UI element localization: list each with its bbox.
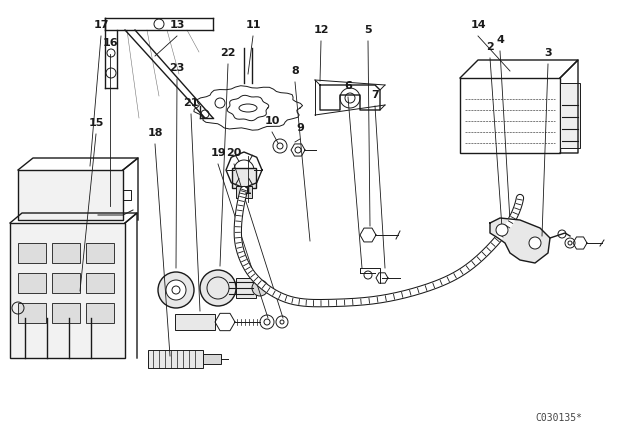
Bar: [236, 278, 256, 298]
Text: 18: 18: [147, 128, 163, 138]
Bar: [560, 83, 580, 148]
Text: 8: 8: [291, 66, 299, 76]
Bar: [203, 354, 221, 364]
Text: 12: 12: [313, 25, 329, 35]
Text: 7: 7: [371, 90, 379, 100]
Text: C030135*: C030135*: [536, 414, 582, 423]
Text: 9: 9: [296, 123, 304, 133]
Circle shape: [158, 272, 194, 308]
Bar: [18, 170, 123, 220]
Bar: [86, 243, 114, 263]
Text: 1: 1: [244, 186, 252, 196]
Bar: [18, 243, 46, 263]
Bar: [175, 314, 215, 330]
Bar: [148, 350, 203, 368]
Bar: [52, 273, 80, 293]
Bar: [10, 223, 125, 358]
Text: 3: 3: [544, 48, 552, 58]
Circle shape: [529, 237, 541, 249]
Bar: [236, 186, 252, 198]
Circle shape: [496, 224, 508, 236]
Text: 16: 16: [102, 38, 118, 48]
Text: 2: 2: [486, 42, 494, 52]
Bar: [18, 273, 46, 293]
Text: 6: 6: [344, 81, 352, 91]
Circle shape: [200, 270, 236, 306]
Text: 23: 23: [170, 63, 185, 73]
Bar: [18, 303, 46, 323]
Bar: [460, 78, 560, 153]
Text: 14: 14: [470, 20, 486, 30]
Text: 10: 10: [264, 116, 280, 126]
Bar: [232, 168, 256, 188]
Bar: [52, 303, 80, 323]
Text: 21: 21: [183, 98, 199, 108]
Bar: [86, 273, 114, 293]
Polygon shape: [490, 218, 550, 263]
Bar: [52, 243, 80, 263]
Text: 13: 13: [170, 20, 185, 30]
Circle shape: [252, 280, 268, 296]
Text: 15: 15: [88, 118, 104, 128]
Text: 20: 20: [227, 148, 242, 158]
Text: 5: 5: [364, 25, 372, 35]
Circle shape: [166, 280, 186, 300]
Text: 22: 22: [220, 48, 236, 58]
Text: 4: 4: [496, 35, 504, 45]
Bar: [86, 303, 114, 323]
Text: 17: 17: [93, 20, 109, 30]
Text: 11: 11: [245, 20, 260, 30]
Text: 19: 19: [210, 148, 226, 158]
